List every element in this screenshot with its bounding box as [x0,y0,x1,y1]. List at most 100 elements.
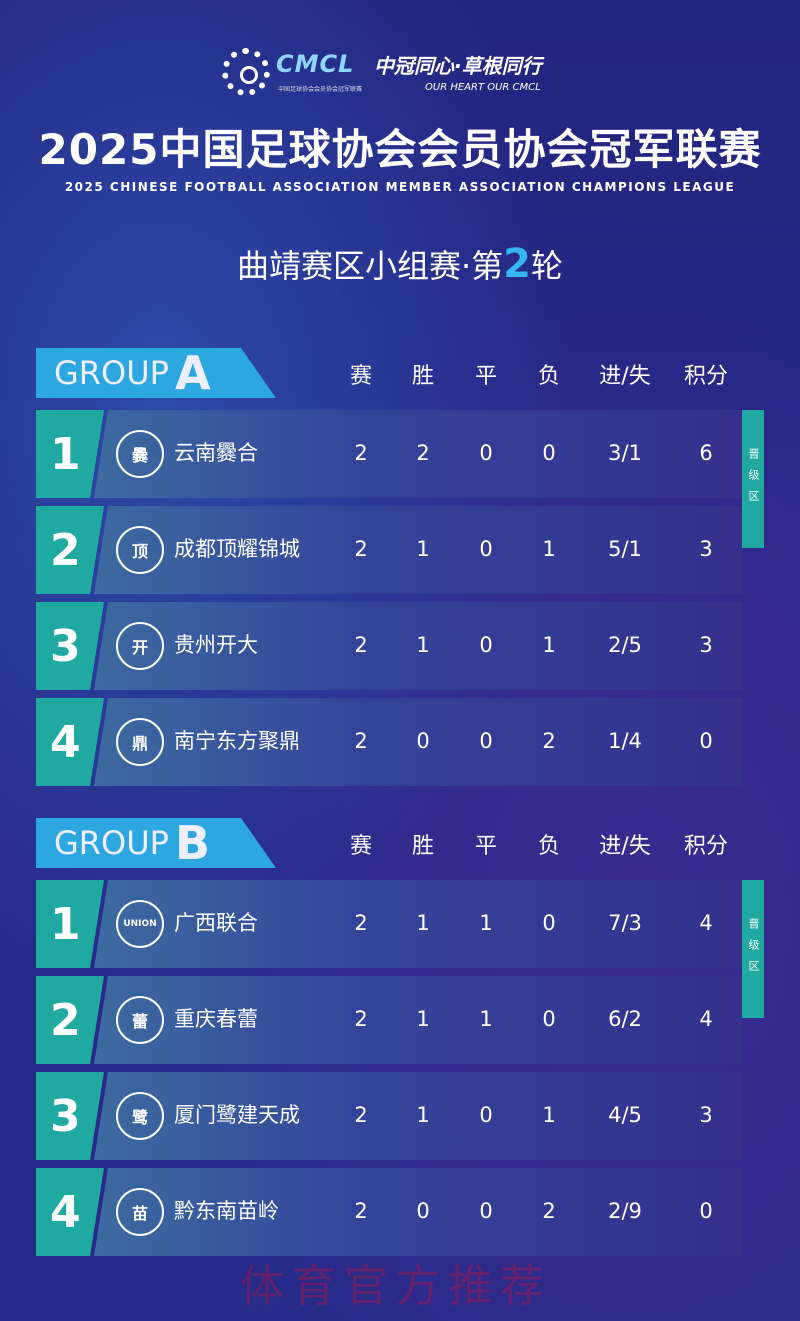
team-badge-icon: 顶 [116,526,164,574]
round-title: 曲靖赛区小组赛·第2轮 [0,240,800,290]
column-header: 进/失 [599,364,651,389]
rank: 3 [36,1072,104,1160]
stat-cell: 0 [542,911,556,935]
table-row: 4 鼎 南宁东方聚鼎 2 0 0 2 1/4 0 [36,698,742,786]
stat-cell: 4/5 [608,1103,642,1127]
stat-cell: 1 [542,1103,556,1127]
table-row: 3 开 贵州开大 2 1 0 1 2/5 3 [36,602,742,690]
stat-cell: 1/4 [608,729,642,753]
team-name: 云南爨合 [174,441,258,465]
round-prefix: 曲靖赛区小组赛·第 [236,247,504,285]
stat-cell: 6 [699,441,713,465]
team-badge-icon: 爨 [116,430,164,478]
column-header: 积分 [683,364,728,389]
stat-cell: 3/1 [608,441,642,465]
row-background [94,602,742,690]
rank: 2 [36,506,104,594]
stat-cell: 0 [699,729,713,753]
team-badge-icon: 鼎 [116,718,164,766]
team-badge-icon: 鹭 [116,1092,164,1140]
team-name: 南宁东方聚鼎 [174,729,300,753]
row-background [94,1168,742,1256]
stat-cell: 1 [542,633,556,657]
stat-cell: 0 [479,633,493,657]
logo-text: CMCL [276,50,355,78]
stat-cell: 0 [479,729,493,753]
team-name: 重庆春蕾 [174,1007,258,1031]
stat-cell: 0 [479,1199,493,1223]
column-header: 负 [537,364,560,389]
page-title: 2025中国足球协会会员协会冠军联赛 [38,125,762,174]
table-row: 1 UNION 广西联合 2 1 1 0 7/3 4 [36,880,742,968]
row-background [94,976,742,1064]
stat-cell: 1 [416,1103,430,1127]
stat-cell: 2 [542,729,556,753]
stat-cell: 3 [699,537,713,561]
column-header: 胜 [411,834,434,859]
cmcl-emblem-icon [222,48,270,96]
stat-cell: 0 [479,441,493,465]
team-badge-icon: 苗 [116,1188,164,1236]
stat-cell: 2 [354,1103,368,1127]
stat-cell: 0 [479,1103,493,1127]
team-name: 广西联合 [174,911,258,935]
stat-cell: 2 [354,911,368,935]
rank: 3 [36,602,104,690]
team-name: 黔东南苗岭 [174,1199,279,1223]
promotion-zone-label: 晋级区 [742,410,764,548]
round-number: 2 [503,241,531,287]
stat-cell: 1 [416,633,430,657]
stat-cell: 2 [542,1199,556,1223]
stat-cell: 1 [416,1007,430,1031]
team-name: 厦门鹭建天成 [174,1103,300,1127]
stat-cell: 1 [416,911,430,935]
stat-cell: 0 [542,441,556,465]
stat-cell: 0 [542,1007,556,1031]
team-badge-icon: UNION [116,900,164,948]
table-row: 2 蕾 重庆春蕾 2 1 1 0 6/2 4 [36,976,742,1064]
stat-cell: 2 [354,537,368,561]
stat-cell: 2 [416,441,430,465]
rank: 1 [36,880,104,968]
row-background [94,506,742,594]
stat-cell: 2 [354,729,368,753]
stat-cell: 1 [416,537,430,561]
team-badge-icon: 开 [116,622,164,670]
cmcl-logo: CMCL 中国足球协会会员协会冠军联赛 [222,46,362,100]
promotion-zone-label: 晋级区 [742,880,764,1018]
stat-cell: 2 [354,1199,368,1223]
column-header: 赛 [349,834,372,859]
round-suffix: 轮 [531,247,564,285]
slogan-en: OUR HEART OUR CMCL [425,82,541,93]
stat-cell: 3 [699,1103,713,1127]
team-name: 成都顶耀锦城 [174,537,300,561]
stat-cell: 2 [354,441,368,465]
logo-subtext: 中国足球协会会员协会冠军联赛 [278,86,363,93]
group-header-b: GROUP B [36,818,276,868]
stat-cell: 1 [479,911,493,935]
stat-cell: 4 [699,1007,713,1031]
row-background [94,410,742,498]
rank: 4 [36,698,104,786]
column-header: 胜 [411,364,434,389]
stat-cell: 2 [354,633,368,657]
stat-cell: 0 [699,1199,713,1223]
stat-cell: 7/3 [608,911,642,935]
table-row: 2 顶 成都顶耀锦城 2 1 0 1 5/1 3 [36,506,742,594]
table-row: 1 爨 云南爨合 2 2 0 0 3/1 6 [36,410,742,498]
stat-cell: 2 [354,1007,368,1031]
column-header: 平 [474,834,497,859]
column-header: 平 [474,364,497,389]
slogan: 中冠同心·草根同行 [374,54,542,78]
row-background [94,698,742,786]
stat-cell: 4 [699,911,713,935]
stat-cell: 0 [416,1199,430,1223]
column-header: 进/失 [599,834,651,859]
stat-cell: 6/2 [608,1007,642,1031]
group-label: GROUP [54,824,169,862]
rank: 4 [36,1168,104,1256]
stat-cell: 2/5 [608,633,642,657]
group-letter: B [174,816,210,870]
column-header: 负 [537,834,560,859]
group-header-a: GROUP A [36,348,276,398]
